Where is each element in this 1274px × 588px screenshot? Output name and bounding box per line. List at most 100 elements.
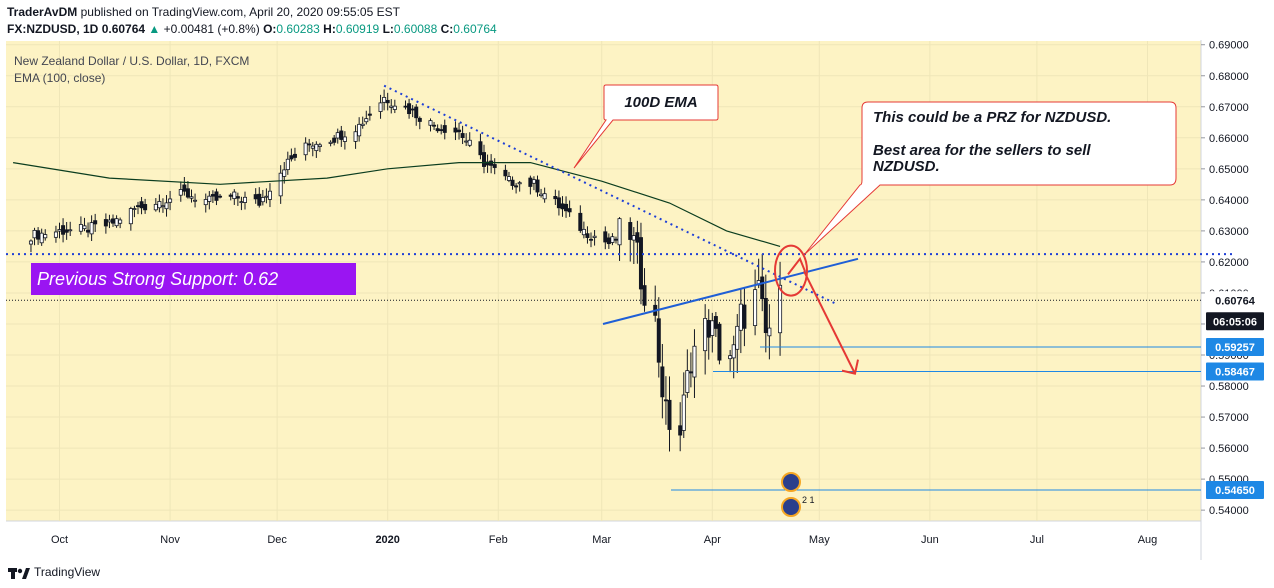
candle-body — [414, 106, 419, 119]
level-label-2: 0.58467 — [1206, 362, 1264, 381]
candle-body — [492, 164, 497, 168]
y-tick-label: 0.65000 — [1209, 164, 1249, 176]
candle — [260, 189, 265, 206]
candle-body — [606, 237, 611, 245]
ohlc-bar: FX:NZDUSD, 1D 0.60764 ▲ +0.00481 (+0.8%)… — [7, 22, 497, 36]
candle-body — [39, 232, 44, 244]
candle — [457, 122, 462, 140]
candle-body — [631, 235, 636, 241]
x-tick-label: Jun — [921, 534, 939, 546]
candle — [292, 147, 297, 161]
candle — [442, 119, 447, 140]
candle-body — [53, 231, 58, 238]
candle — [506, 171, 511, 183]
prz-callout-bubble — [803, 101, 1177, 256]
candle — [638, 222, 643, 305]
candle — [332, 134, 337, 146]
event-flag-icon — [781, 472, 801, 492]
candle — [267, 183, 272, 208]
candle-body — [139, 201, 144, 209]
candle — [339, 125, 344, 147]
candle-body — [531, 179, 536, 184]
candle — [203, 193, 208, 213]
candle-body — [635, 232, 640, 243]
price-chart[interactable]: 0.69000 0.68000 0.67000 0.66000 0.65000 0.640… — [0, 40, 1274, 560]
countdown-label-bg — [1206, 312, 1264, 331]
open-value: 0.60283 — [276, 22, 320, 36]
candle-body — [514, 185, 519, 188]
candle-body — [539, 193, 544, 197]
candle-body — [189, 196, 194, 199]
candle-body — [603, 231, 608, 243]
candle-body — [713, 316, 718, 329]
candle — [717, 322, 722, 365]
ema-callout-bubble — [573, 84, 719, 169]
candle — [417, 116, 422, 130]
candle-body — [528, 177, 533, 187]
candle — [382, 89, 387, 111]
candle-body — [292, 153, 297, 158]
candle — [535, 175, 540, 197]
candle-body — [153, 203, 158, 211]
x-tick-label: Feb — [489, 534, 508, 546]
candle-body — [239, 201, 244, 204]
y-tick-label: 0.69000 — [1209, 40, 1249, 52]
candle-body — [235, 196, 240, 199]
candle-body — [742, 304, 747, 329]
candle — [178, 181, 183, 202]
candle-body — [157, 201, 162, 209]
candle-body — [581, 228, 586, 236]
y-tick-label: 0.56000 — [1209, 443, 1249, 455]
candle — [564, 196, 569, 218]
candle — [193, 193, 198, 208]
y-tick-label: 0.54000 — [1209, 505, 1249, 517]
candle — [735, 314, 740, 374]
candle — [681, 372, 686, 439]
candle — [364, 110, 369, 125]
x-tick-label: Jul — [1030, 534, 1044, 546]
candle-body — [357, 123, 362, 137]
candle-body — [703, 318, 708, 352]
candle-body — [467, 139, 472, 146]
author-name[interactable]: TraderAvDM — [7, 5, 78, 19]
candle — [282, 161, 287, 184]
candle — [460, 125, 465, 145]
candle-body — [128, 208, 133, 225]
event-flag-icon — [781, 497, 801, 517]
candle — [232, 189, 237, 205]
candle-body — [753, 289, 758, 326]
candle-body — [57, 229, 62, 232]
prz-ellipse — [774, 244, 808, 297]
candle-body — [556, 197, 561, 209]
candle-body — [114, 218, 119, 227]
candle-body — [685, 370, 690, 393]
candle-body — [460, 133, 465, 138]
level-label-1-bg — [1206, 338, 1264, 357]
candle-body — [706, 320, 711, 338]
candle — [481, 144, 486, 174]
candle-body — [428, 120, 433, 126]
candle-body — [638, 237, 643, 290]
candle-body — [407, 103, 412, 115]
level-label-2-text: 0.58467 — [1215, 367, 1255, 379]
candle — [93, 213, 98, 232]
prz-callout-text-2: Best area for the sellers to sell — [873, 142, 1091, 159]
candle-body — [731, 344, 736, 359]
y-tick-label: 0.64000 — [1209, 195, 1249, 207]
tradingview-brand[interactable]: TradingView — [34, 565, 101, 579]
candle-body — [68, 229, 73, 232]
open-key: O: — [263, 22, 277, 36]
candle — [143, 198, 148, 214]
candle-body — [535, 179, 540, 193]
candle — [763, 274, 768, 353]
candle-body — [317, 144, 322, 147]
candle — [53, 225, 58, 243]
countdown-label-text: 06:05:06 — [1213, 316, 1257, 328]
candle-body — [89, 222, 94, 235]
candle-body — [660, 366, 665, 398]
candle — [713, 311, 718, 338]
low-value: 0.60088 — [393, 22, 438, 36]
level-label-3-text: 0.54650 — [1215, 485, 1255, 497]
candle-body — [207, 195, 212, 202]
candle — [82, 217, 87, 232]
